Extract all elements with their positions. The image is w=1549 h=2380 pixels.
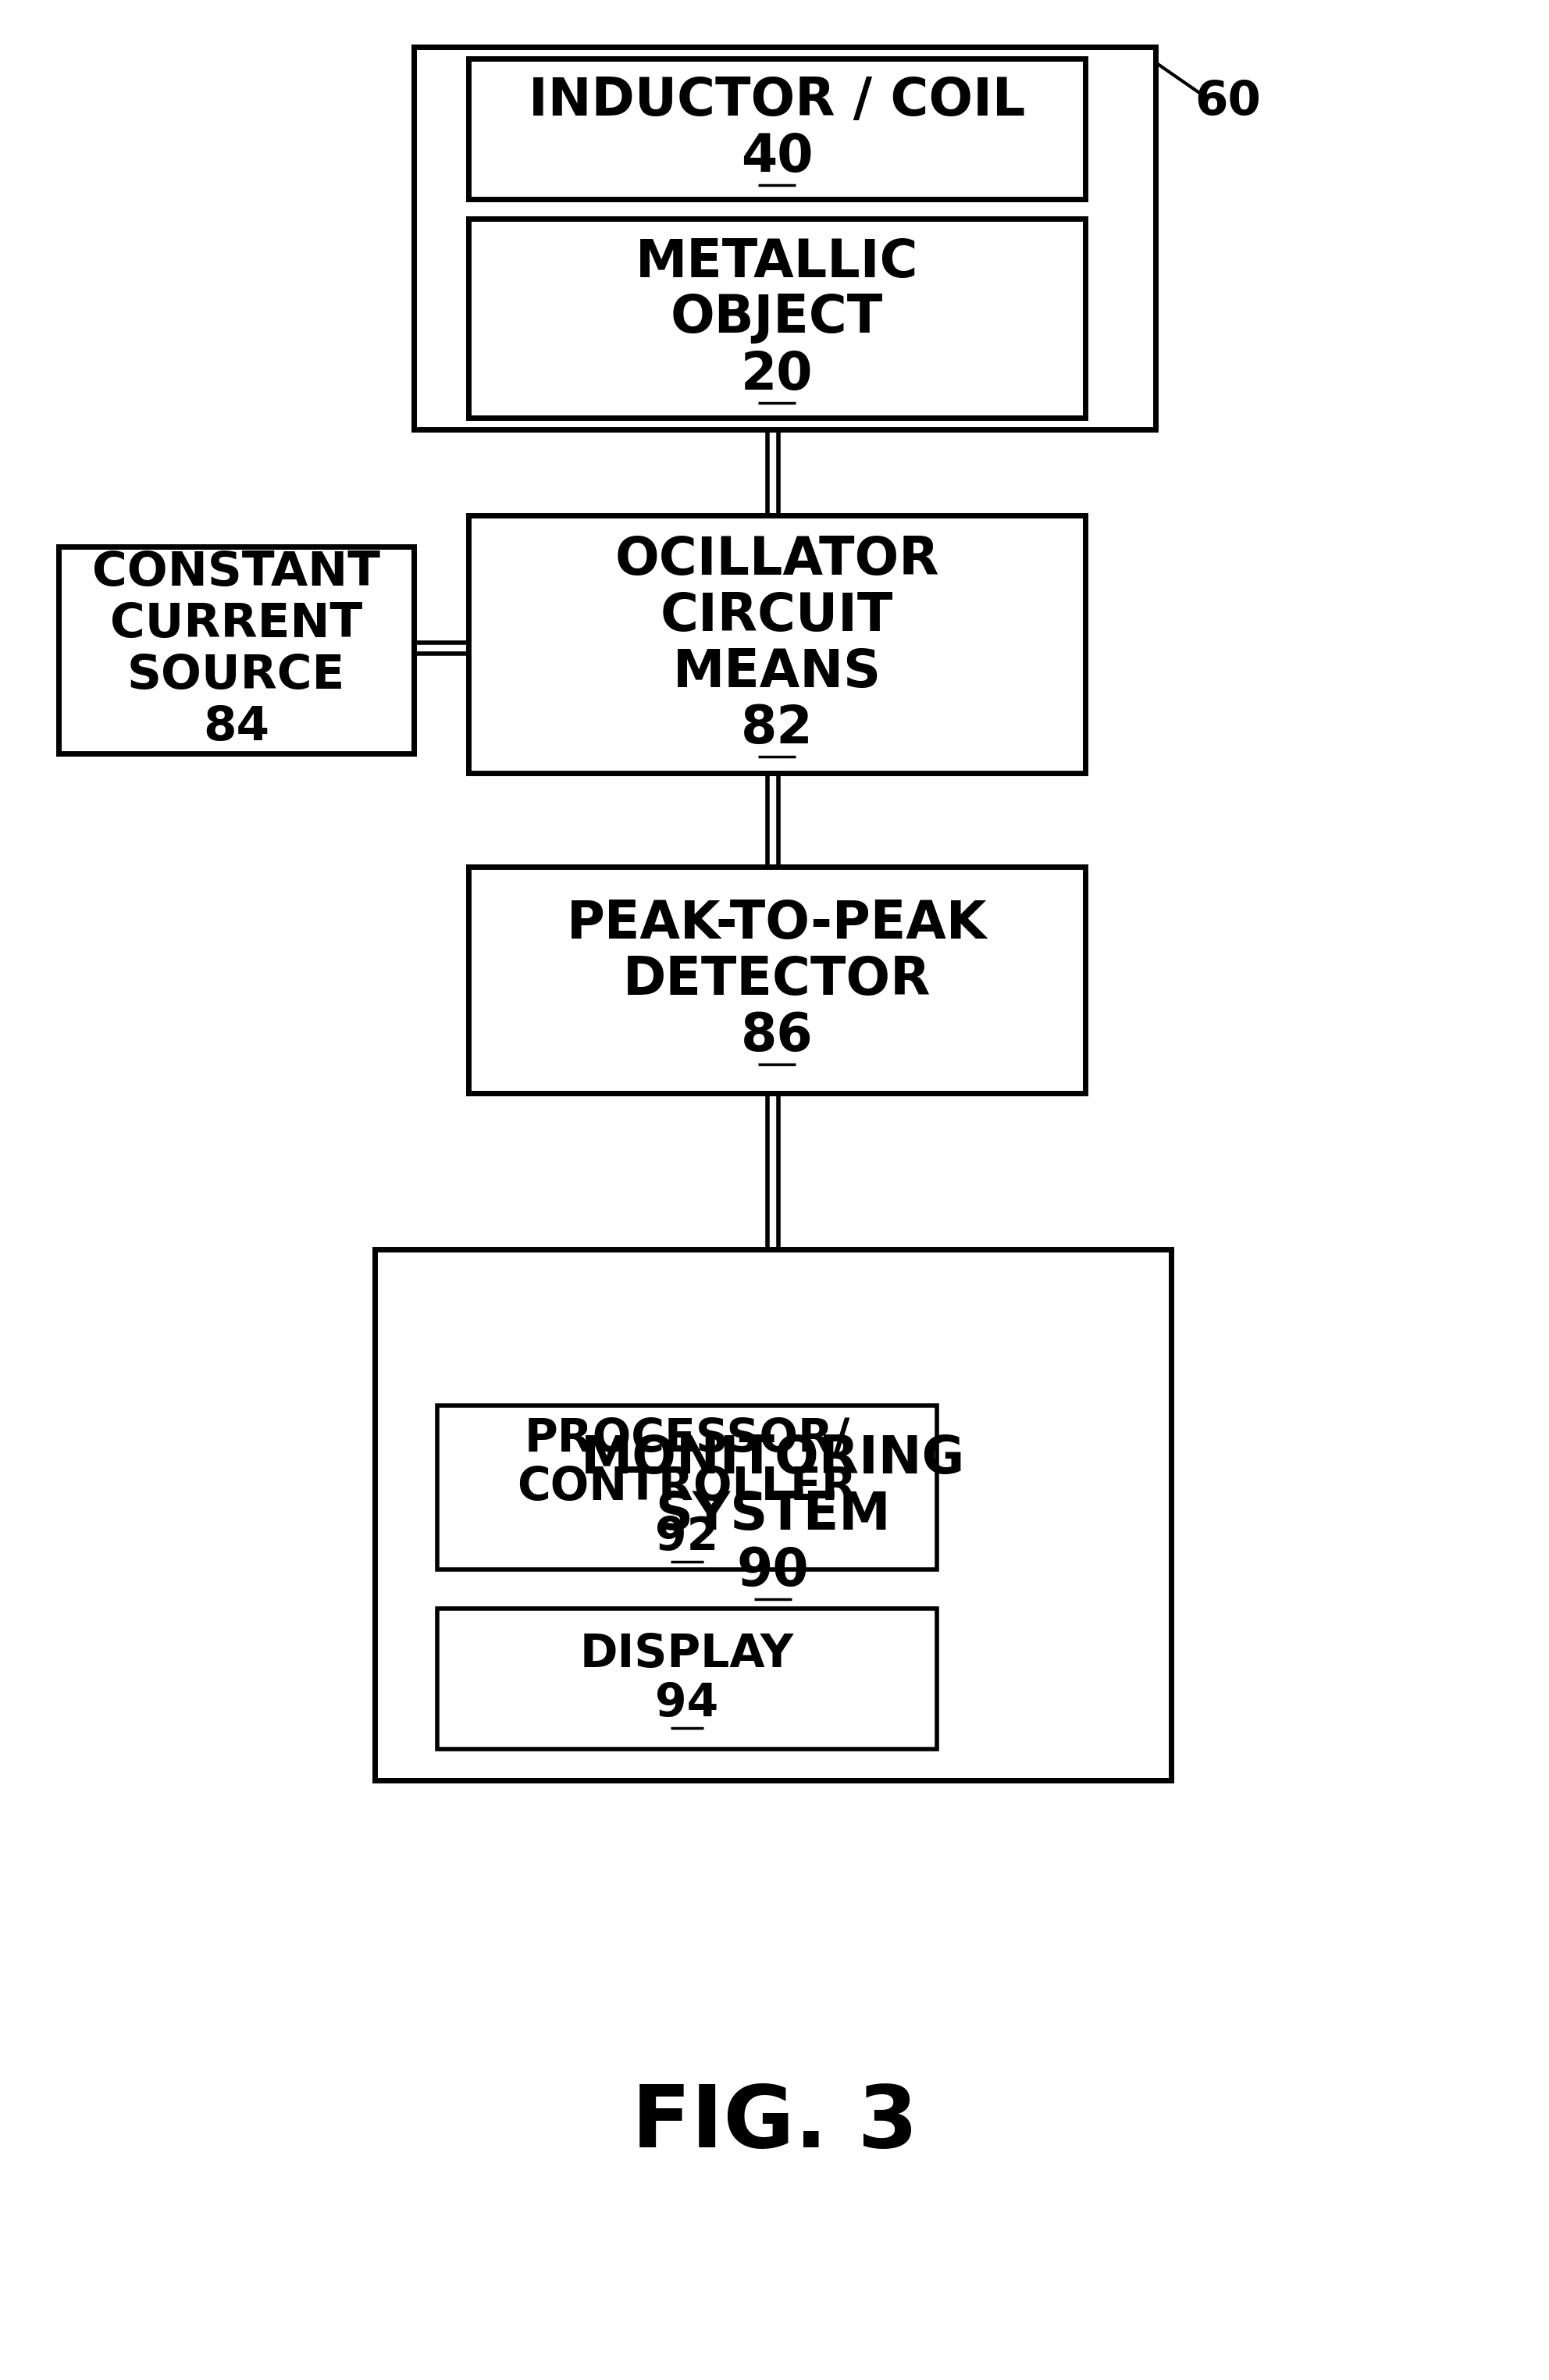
- Text: 94: 94: [655, 1680, 719, 1726]
- Text: 82: 82: [740, 702, 813, 754]
- Text: 60: 60: [1194, 79, 1261, 124]
- Bar: [375, 1250, 1171, 1780]
- Text: CURRENT: CURRENT: [110, 602, 362, 647]
- Text: FIG. 3: FIG. 3: [632, 2082, 917, 2166]
- Text: INDUCTOR / COIL: INDUCTOR / COIL: [528, 74, 1025, 126]
- Bar: [468, 866, 1086, 1092]
- Text: PEAK-TO-PEAK: PEAK-TO-PEAK: [567, 897, 987, 950]
- Text: 40: 40: [740, 131, 813, 183]
- Bar: [468, 219, 1086, 419]
- Text: 20: 20: [740, 347, 813, 400]
- Text: PROCESSOR/: PROCESSOR/: [524, 1416, 850, 1461]
- Text: CONSTANT: CONSTANT: [91, 550, 380, 595]
- Text: OBJECT: OBJECT: [671, 293, 883, 345]
- Text: DETECTOR: DETECTOR: [623, 954, 931, 1007]
- Text: MONITORING: MONITORING: [581, 1433, 965, 1485]
- Text: SOURCE: SOURCE: [127, 652, 345, 700]
- Text: 86: 86: [740, 1011, 813, 1061]
- Text: CONTROLLER: CONTROLLER: [517, 1466, 857, 1509]
- Bar: [414, 48, 1156, 428]
- Bar: [437, 1407, 937, 1568]
- Text: METALLIC: METALLIC: [635, 236, 919, 288]
- Bar: [468, 60, 1086, 200]
- Text: MEANS: MEANS: [672, 647, 881, 697]
- Text: CIRCUIT: CIRCUIT: [660, 590, 894, 643]
- Text: DISPLAY: DISPLAY: [579, 1633, 795, 1676]
- Text: 92: 92: [655, 1514, 719, 1559]
- Bar: [468, 516, 1086, 773]
- Bar: [437, 1609, 937, 1749]
- Text: SYSTEM: SYSTEM: [655, 1490, 891, 1540]
- Text: 84: 84: [203, 704, 270, 750]
- Bar: [59, 547, 414, 754]
- Text: 90: 90: [737, 1545, 809, 1597]
- Text: OCILLATOR: OCILLATOR: [615, 533, 939, 585]
